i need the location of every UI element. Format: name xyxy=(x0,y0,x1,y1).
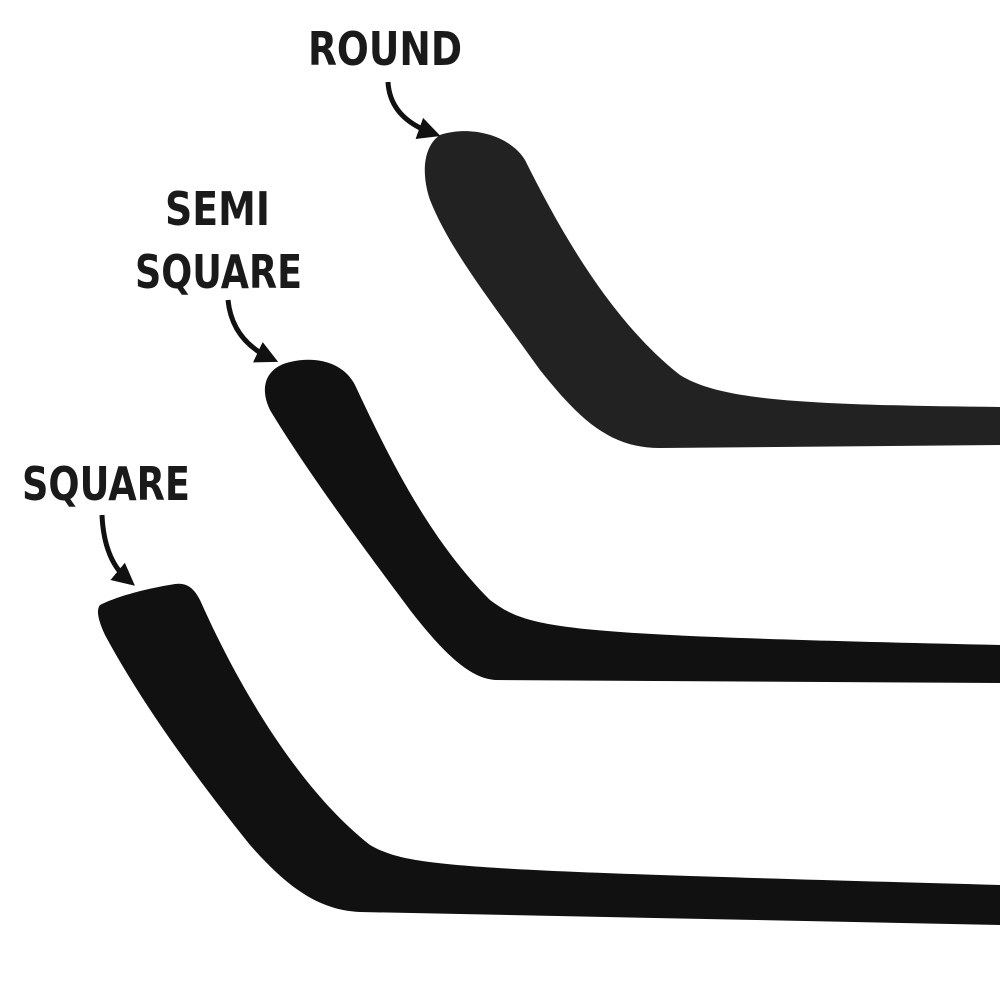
arrow xyxy=(99,514,135,586)
arrow xyxy=(385,81,441,140)
label: SQUARE xyxy=(22,457,190,511)
blade-semi-square xyxy=(264,359,1000,683)
label: SQUARE xyxy=(135,245,302,299)
blade-square xyxy=(97,583,1000,925)
label: ROUND xyxy=(308,22,462,76)
arrow xyxy=(225,299,279,363)
blade-round xyxy=(424,131,1000,448)
label: SEMI xyxy=(165,182,270,236)
